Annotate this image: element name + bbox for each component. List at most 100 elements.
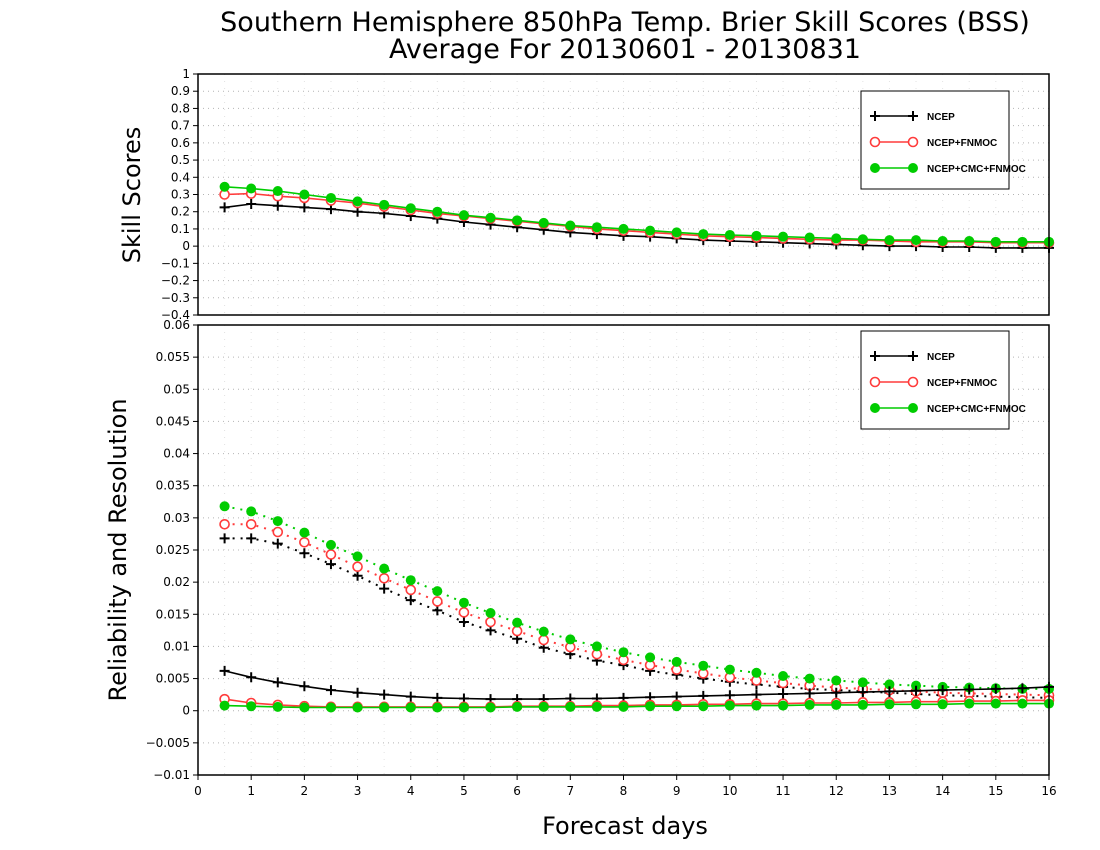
bottom-reliability-ncep-plus-cmc-plus-fnmoc-point [246,701,257,712]
x-tick-label: 9 [673,784,681,798]
top-plot-frame [197,73,1050,316]
bottom-y-tick-label: 0.005 [156,672,190,686]
bottom-legend-marker [870,403,880,413]
bottom-y-axis-title: Reliability and Resolution [104,398,132,701]
bottom-reliability-ncep-point [857,687,868,698]
top-y-tick-label: 0.8 [171,101,190,115]
bottom-resolution-ncep-plus-fnmoc-point [405,584,417,596]
bottom-reliability-ncep-plus-cmc-plus-fnmoc-point [698,701,709,712]
top-ncep-plus-cmc-plus-fnmoc-point [751,230,762,241]
top-legend-label: NCEP+FNMOC [927,138,997,149]
bottom-y-tick-label: 0 [182,704,190,718]
bottom-resolution-ncep-plus-cmc-plus-fnmoc-point [884,679,895,690]
bottom-resolution-ncep-plus-cmc-plus-fnmoc-point [219,501,230,512]
top-ncep-plus-cmc-plus-fnmoc-point [299,189,310,200]
top-ncep-plus-cmc-plus-fnmoc-point [246,183,257,194]
top-y-tick-label: 0.5 [171,153,190,167]
x-tick-label: 12 [829,784,844,798]
bottom-y-tick-label: 0.015 [156,607,190,621]
bottom-reliability-ncep-point [884,686,895,697]
bottom-resolution-ncep-plus-cmc-plus-fnmoc-point [698,660,709,671]
bottom-resolution-ncep-point [352,570,363,581]
bottom-resolution-ncep-plus-fnmoc-point [325,549,337,560]
x-tick-label: 10 [722,784,737,798]
bottom-resolution-ncep-point [405,595,416,606]
bottom-reliability-ncep-point [272,677,283,688]
top-ncep-point [272,200,283,211]
bottom-reliability-ncep-plus-cmc-plus-fnmoc-point [299,702,310,713]
top-ncep-plus-cmc-plus-fnmoc-point [698,229,709,240]
bottom-reliability-ncep-point [804,688,815,699]
bottom-reliability-ncep-plus-cmc-plus-fnmoc-point [485,702,496,713]
top-legend-marker [908,111,918,121]
top-legend-marker [870,111,880,121]
bottom-resolution-ncep-plus-cmc-plus-fnmoc-point [379,563,390,574]
bottom-legend-label: NCEP+FNMOC [927,378,997,389]
bottom-y-tick-label: 0.03 [163,511,190,525]
bottom-reliability-ncep-point [379,689,390,700]
bottom-resolution-ncep-plus-cmc-plus-fnmoc-point [857,677,868,688]
bottom-y-tick-label: 0.025 [156,543,190,557]
top-y-tick-label: −0.4 [161,308,190,322]
bottom-resolution-ncep-plus-cmc-plus-fnmoc-point [246,506,257,517]
top-ncep-plus-cmc-plus-fnmoc-point [1017,236,1028,247]
top-y-tick-label: −0.1 [161,256,190,270]
bottom-legend-box [860,330,1010,430]
bottom-reliability-ncep-point [432,692,443,703]
top-y-tick-label: 0.7 [171,119,190,133]
bottom-reliability-ncep-point [990,683,1001,694]
x-tick-label: 6 [513,784,521,798]
top-ncep-plus-cmc-plus-fnmoc-point [458,210,469,221]
bottom-reliability-ncep-point [911,685,922,696]
bottom-resolution-ncep-plus-cmc-plus-fnmoc-point [432,586,443,597]
bottom-reliability-ncep-line [224,670,1050,700]
bottom-resolution-ncep-plus-cmc-plus-fnmoc-point [671,656,682,667]
bottom-resolution-ncep-plus-fnmoc-point [538,634,550,646]
top-ncep-plus-cmc-plus-fnmoc-point [219,181,230,192]
top-legend-marker [870,163,880,173]
bottom-legend-marker [870,351,880,361]
bottom-resolution-ncep-point [379,583,390,594]
bottom-resolution-ncep-plus-cmc-plus-fnmoc-point [618,647,629,658]
bottom-reliability-ncep-point [299,681,310,692]
bottom-resolution-ncep-plus-cmc-plus-fnmoc-point [591,641,602,652]
x-tick-label: 11 [775,784,790,798]
bottom-reliability-ncep-point [325,685,336,696]
bottom-resolution-ncep-plus-cmc-plus-fnmoc-point [804,673,815,684]
bottom-resolution-ncep-plus-cmc-plus-fnmoc-point [272,516,283,527]
chart-marks: 1 0.9 0.8 0.7 0.6 0.5 0.4 0.3 0.2 0.1 0 −0.1 −0.2 −0.… [146,67,1057,798]
bottom-resolution-ncep-plus-cmc-plus-fnmoc-point [538,626,549,637]
top-ncep-plus-cmc-plus-fnmoc-point [831,233,842,244]
bottom-resolution-ncep-point [246,533,257,544]
top-y-tick-label: 0.4 [171,170,190,184]
bottom-reliability-ncep-plus-cmc-plus-fnmoc-point [219,700,230,711]
top-y-tick-label: 0.9 [171,84,190,98]
bottom-resolution-ncep-line [224,537,1050,699]
bottom-resolution-ncep-plus-cmc-plus-fnmoc-point [485,608,496,618]
bottom-reliability-ncep-point [751,689,762,700]
bottom-legend-label: NCEP+CMC+FNMOC [927,404,1026,415]
bottom-reliability-ncep-point [724,690,735,701]
bottom-reliability-ncep-point [1017,683,1028,694]
bottom-reliability-ncep-plus-cmc-plus-fnmoc-point [778,700,789,711]
bottom-reliability-ncep-plus-cmc-plus-fnmoc-point [538,701,549,712]
bottom-resolution-ncep-plus-cmc-plus-fnmoc-point [458,597,469,608]
bottom-y-tick-label: 0.035 [156,479,190,493]
top-ncep-plus-cmc-plus-fnmoc-point [325,192,336,203]
bottom-resolution-ncep-plus-cmc-plus-fnmoc-point [512,617,523,628]
top-y-tick-label: 0.2 [171,205,190,219]
x-tick-label: 7 [566,784,574,798]
bottom-reliability-ncep-plus-cmc-plus-fnmoc-point [618,701,629,712]
x-tick-label: 5 [460,784,468,798]
x-tick-label: 14 [935,784,950,798]
top-ncep-plus-cmc-plus-fnmoc-point [512,215,523,226]
top-ncep-plus-cmc-plus-fnmoc-point [379,199,390,210]
bottom-reliability-ncep-plus-cmc-plus-fnmoc-point [884,699,895,710]
bottom-reliability-ncep-point [937,685,948,696]
top-y-tick-label: −0.3 [161,291,190,305]
bottom-resolution-ncep-point [432,605,443,616]
top-legend-marker [869,136,881,148]
bottom-reliability-ncep-plus-cmc-plus-fnmoc-point [804,699,815,710]
bottom-reliability-ncep-plus-cmc-plus-fnmoc-point [272,701,283,712]
top-ncep-plus-cmc-plus-fnmoc-point [911,235,922,246]
